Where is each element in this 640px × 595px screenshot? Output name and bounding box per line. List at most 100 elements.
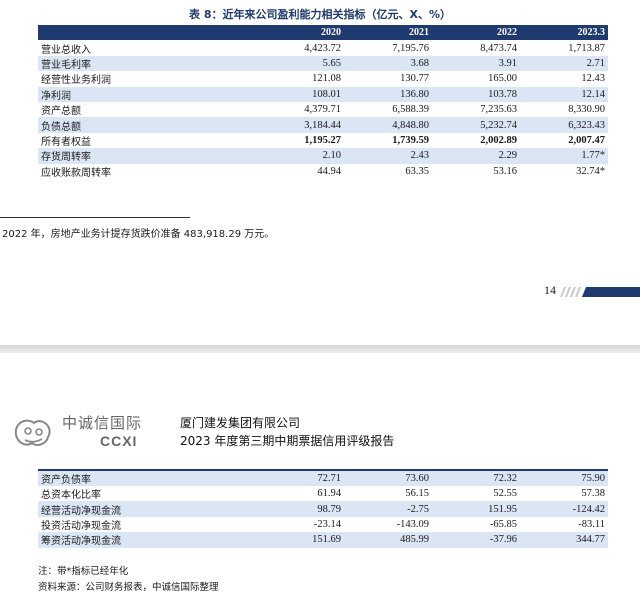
- cell-value: 2,007.47: [568, 134, 605, 146]
- cell-value: -124.42: [520, 501, 608, 517]
- cell-value: 165.00: [488, 73, 517, 85]
- cell-value: -65.85: [489, 518, 517, 530]
- cell-value: 32.74*: [576, 165, 605, 177]
- cell-value: 7,195.76: [392, 42, 429, 54]
- cell-value: 485.99: [344, 532, 432, 548]
- cell-value: 44.94: [317, 165, 341, 177]
- cell-value: 4,423.72: [304, 42, 341, 54]
- cell-value: 2.10: [256, 148, 344, 164]
- page-number: 14: [544, 283, 556, 297]
- table-row: 资产负债率 72.71 73.60 72.32 75.90: [38, 470, 608, 486]
- row-label: 负债总额: [38, 117, 256, 133]
- cell-value: 6,588.39: [392, 104, 429, 116]
- table-row: 负债总额 3,184.44 4,848.80 5,232.74 6,323.43: [38, 117, 608, 133]
- header-blank-cell: [38, 25, 256, 41]
- cell-value: 1,739.59: [392, 134, 429, 146]
- cell-value: 75.90: [520, 470, 608, 486]
- table-row: 净利润 108.01 136.80 103.78 12.14: [38, 86, 608, 102]
- cell-value: 1,195.27: [304, 134, 341, 146]
- cell-value: 52.55: [493, 488, 517, 500]
- cell-value: -37.96: [432, 532, 520, 548]
- footnote-divider: [0, 217, 190, 218]
- cell-value: 103.78: [432, 86, 520, 102]
- col-header-2021: 2021: [344, 25, 432, 41]
- footnote-text: 2022 年，房地产业务计提存货跌价准备 483,918.29 万元。: [2, 229, 275, 240]
- leverage-cashflow-table: 资产负债率 72.71 73.60 72.32 75.90 总资本化比率 61.…: [38, 469, 608, 548]
- cell-value: 72.71: [256, 470, 344, 486]
- ccxi-logo-icon: [14, 419, 51, 446]
- cell-value: 121.08: [312, 73, 341, 85]
- table-row: 存货周转率 2.10 2.43 2.29 1.77*: [38, 148, 608, 164]
- table-row: 营业总收入 4,423.72 7,195.76 8,473.74 1,713.8…: [38, 40, 608, 56]
- annualized-note: 注：带*指标已经年化: [38, 566, 129, 577]
- cell-value: 8,473.74: [480, 42, 517, 54]
- row-label: 资产总额: [41, 106, 81, 118]
- row-label: 营业总收入: [41, 44, 91, 56]
- row-label: 净利润: [38, 86, 256, 102]
- cell-value: 12.14: [520, 86, 608, 102]
- table-row: 资产总额 4,379.71 6,588.39 7,235.63 8,330.90: [38, 102, 608, 117]
- cell-value: 2.71: [520, 55, 608, 72]
- logo-chinese-text: 中诚信国际: [62, 414, 143, 432]
- cell-value: 2.43: [344, 148, 432, 164]
- table-row: 经营性业务利润 121.08 130.77 165.00 12.43: [38, 71, 608, 86]
- table-row: 营业毛利率 5.65 3.68 3.91 2.71: [38, 55, 608, 72]
- cell-value: 98.79: [256, 501, 344, 517]
- col-header-2023-3: 2023.3: [520, 25, 608, 41]
- row-label: 经营性业务利润: [41, 75, 111, 87]
- cell-value: 73.60: [344, 470, 432, 486]
- table-row: 经营活动净现金流 98.79 -2.75 151.95 -124.42: [38, 501, 608, 517]
- cell-value: -23.14: [313, 518, 341, 530]
- table-row: 应收账款周转率 44.94 63.35 53.16 32.74*: [38, 164, 608, 179]
- profitability-table: 2020 2021 2022 2023.3 营业总收入 4,423.72 7,1…: [38, 25, 608, 179]
- col-header-2020: 2020: [256, 25, 344, 41]
- cell-value: 1.77*: [520, 148, 608, 164]
- cell-value: 12.43: [581, 73, 605, 85]
- row-label: 存货周转率: [38, 148, 256, 164]
- cell-value: 7,235.63: [480, 104, 517, 116]
- cell-value: 8,330.90: [568, 104, 605, 116]
- cell-value: 3.68: [344, 55, 432, 72]
- table-row: 所有者权益 1,195.27 1,739.59 2,002.89 2,007.4…: [38, 133, 608, 148]
- page-break-gap: [0, 345, 640, 353]
- report-page-upper: 表 8：近年来公司盈利能力相关指标（亿元、X、%） 2020 2021 2022…: [0, 8, 640, 297]
- table-title: 表 8：近年来公司盈利能力相关指标（亿元、X、%）: [189, 8, 451, 21]
- cell-value: 344.77: [520, 532, 608, 548]
- table-row: 筹资活动净现金流 151.69 485.99 -37.96 344.77: [38, 532, 608, 548]
- cell-value: 53.16: [493, 165, 517, 177]
- cell-value: 63.35: [405, 165, 429, 177]
- cell-value: 151.95: [432, 501, 520, 517]
- source-note: 资料来源：公司财务报表，中诚信国际整理: [38, 582, 219, 593]
- cell-value: 4,848.80: [344, 117, 432, 133]
- row-label: 应收账款周转率: [41, 167, 111, 179]
- cell-value: 151.69: [256, 532, 344, 548]
- col-header-2022: 2022: [432, 25, 520, 41]
- cell-value: 56.15: [405, 488, 429, 500]
- cell-value: 136.80: [344, 86, 432, 102]
- cell-value: 2,002.89: [480, 134, 517, 146]
- company-name: 厦门建发集团有限公司: [180, 416, 301, 430]
- row-label: 总资本化比率: [41, 490, 101, 502]
- cell-value: -2.75: [344, 501, 432, 517]
- cell-value: 6,323.43: [520, 117, 608, 133]
- cell-value: 130.77: [400, 73, 429, 85]
- cell-value: 72.32: [432, 470, 520, 486]
- cell-value: -83.11: [578, 518, 605, 530]
- cell-value: 5,232.74: [432, 117, 520, 133]
- cell-value: 108.01: [256, 86, 344, 102]
- row-label: 筹资活动净现金流: [38, 532, 256, 548]
- row-label: 资产负债率: [38, 470, 256, 486]
- cell-value: -143.09: [396, 518, 429, 530]
- report-title: 2023 年度第三期中期票据信用评级报告: [180, 434, 395, 448]
- table-row: 总资本化比率 61.94 56.15 52.55 57.38: [38, 486, 608, 501]
- cell-value: 1,713.87: [568, 42, 605, 54]
- cell-value: 3,184.44: [256, 117, 344, 133]
- table-header-row: 2020 2021 2022 2023.3: [38, 25, 608, 41]
- cell-value: 61.94: [317, 488, 341, 500]
- row-label: 营业毛利率: [38, 55, 256, 72]
- cell-value: 3.91: [432, 55, 520, 72]
- logo-english-text: CCXI: [100, 433, 138, 449]
- row-label: 投资活动净现金流: [41, 520, 121, 532]
- table-row: 投资活动净现金流 -23.14 -143.09 -65.85 -83.11: [38, 517, 608, 532]
- row-label: 经营活动净现金流: [38, 501, 256, 517]
